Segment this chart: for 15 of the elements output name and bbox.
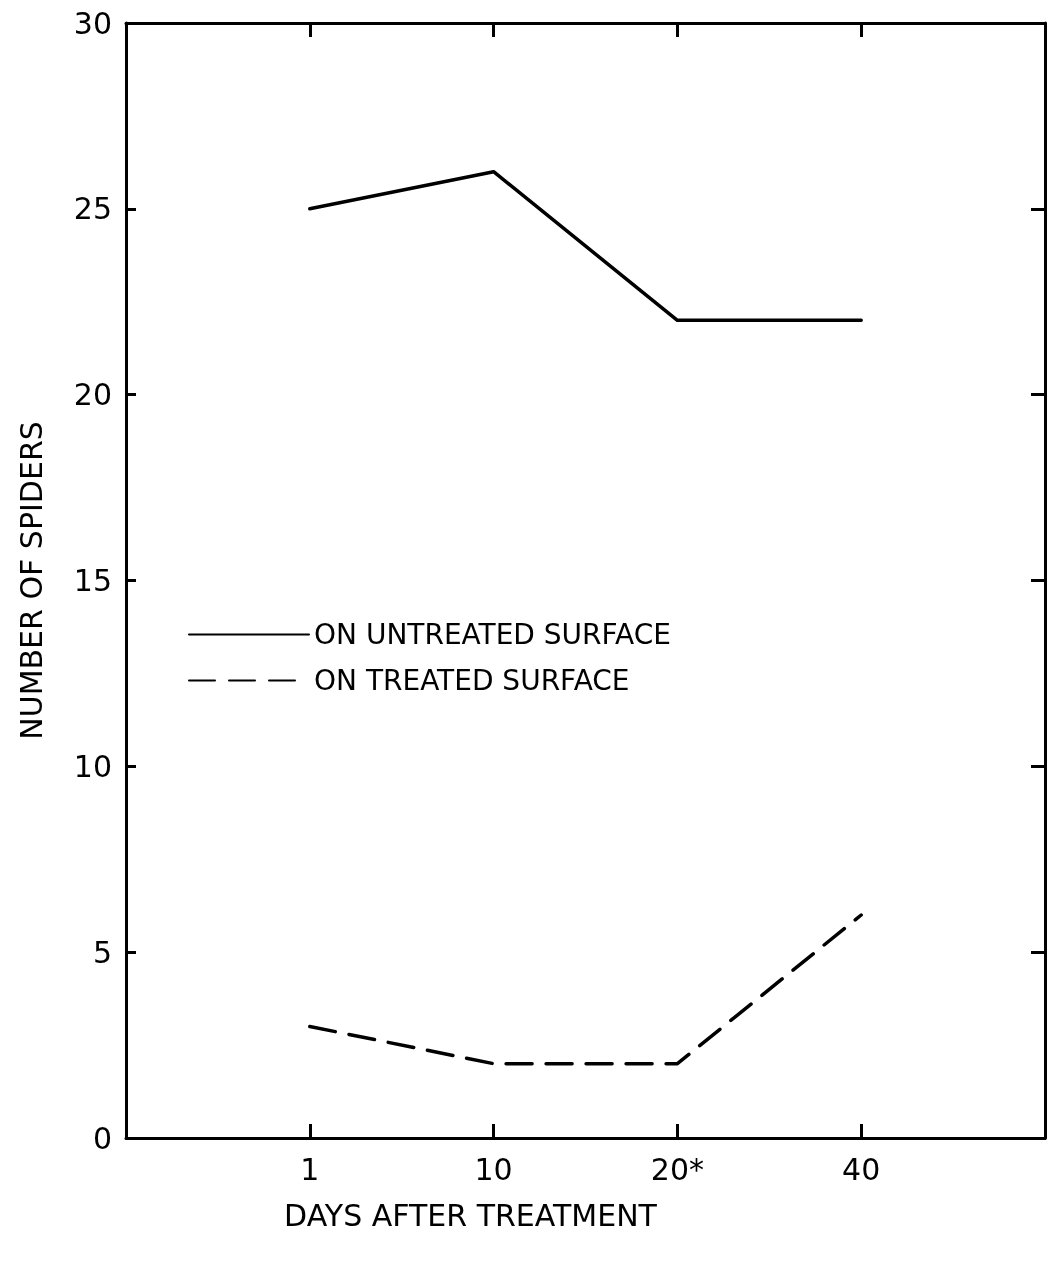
legend-label: ON UNTREATED SURFACE xyxy=(314,618,671,652)
y-tick-label: 25 xyxy=(73,191,112,227)
x-axis-title: DAYS AFTER TREATMENT xyxy=(284,1197,658,1233)
y-tick-label: 15 xyxy=(73,563,112,598)
legend-label: ON TREATED SURFACE xyxy=(314,664,630,698)
y-tick-label: 5 xyxy=(92,934,112,970)
x-tick-label: 20* xyxy=(650,1151,704,1187)
y-axis-title: NUMBER OF SPIDERS xyxy=(13,421,49,740)
x-tick-label: 10 xyxy=(474,1151,513,1187)
x-tick-label: 40 xyxy=(842,1151,881,1187)
x-tick-label: 1 xyxy=(300,1151,320,1187)
y-tick-label: 10 xyxy=(73,748,112,784)
y-tick-label: 0 xyxy=(92,1120,112,1156)
y-tick-label: 20 xyxy=(73,377,112,413)
y-tick-label: 30 xyxy=(73,5,112,41)
